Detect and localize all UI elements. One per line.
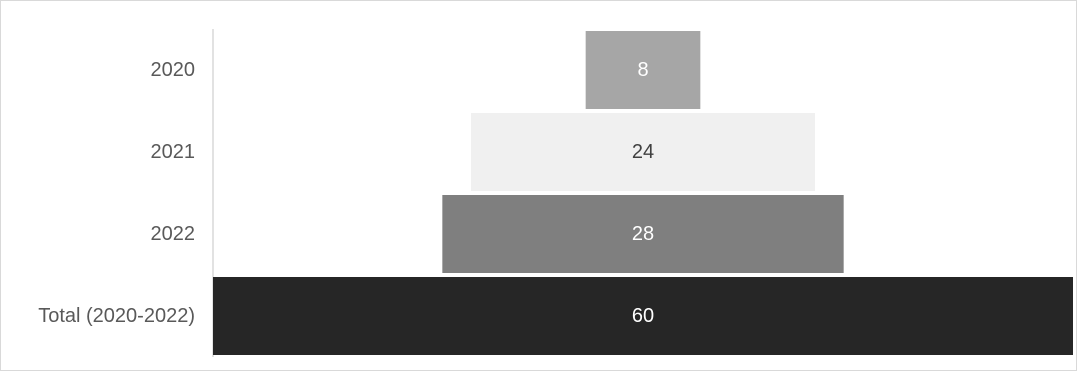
category-label-1: 2020 [151, 59, 196, 81]
category-label-3: 2022 [151, 223, 196, 245]
bar-3 [442, 195, 844, 273]
category-label-4: Total (2020-2022) [38, 305, 195, 327]
bar-4 [213, 277, 1073, 355]
data-label-3: 28 [632, 223, 654, 245]
data-label-2: 24 [632, 141, 654, 163]
bar-1 [585, 31, 701, 109]
bar-2 [471, 113, 815, 191]
bar-group: 8 2020 24 2021 28 2022 60 Total (2020-2022) [38, 31, 1073, 355]
category-label-2: 2021 [151, 141, 196, 163]
data-label-1: 8 [637, 59, 648, 81]
data-label-4: 60 [632, 305, 654, 327]
